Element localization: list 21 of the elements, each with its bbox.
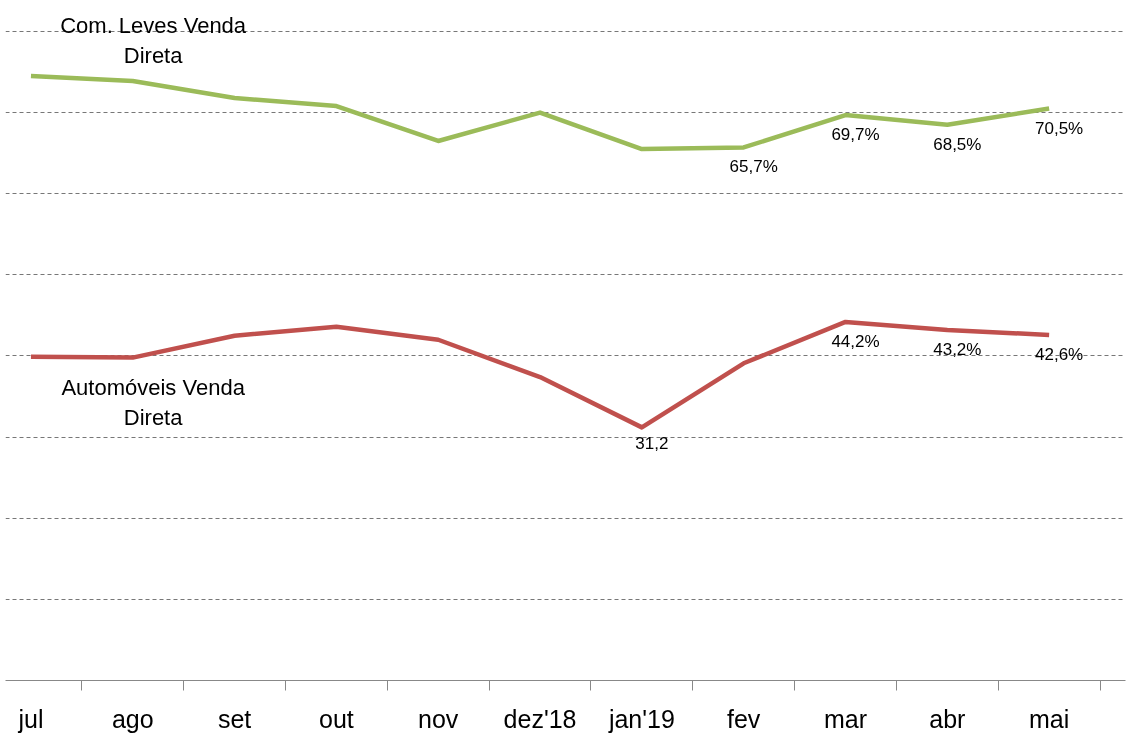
data-label: 70,5% [1035, 118, 1084, 138]
x-tick-label: fev [727, 704, 761, 733]
series-label: Automóveis Venda Direta [61, 374, 246, 430]
x-tick-label: dez'18 [503, 704, 577, 733]
x-tick-label: abr [929, 704, 966, 733]
x-tick-label: mar [823, 704, 868, 733]
data-label: 31,2 [635, 434, 669, 454]
x-tick-label: set [217, 704, 252, 733]
data-label: 69,7% [831, 125, 880, 145]
x-tick-label: nov [418, 704, 459, 733]
data-label: 68,5% [933, 134, 982, 154]
x-tick-label: jan'19 [607, 704, 675, 733]
x-tick-label: jul [17, 704, 44, 733]
x-tick-label: ago [111, 704, 154, 733]
series-label: Com. Leves Venda Direta [60, 13, 247, 69]
x-tick-label: out [319, 704, 354, 733]
x-tick-label: mai [1028, 704, 1070, 733]
data-label: 43,2% [933, 340, 982, 360]
data-label: 42,6% [1035, 344, 1084, 364]
data-label: 65,7% [729, 157, 778, 177]
data-label: 44,2% [831, 331, 880, 351]
